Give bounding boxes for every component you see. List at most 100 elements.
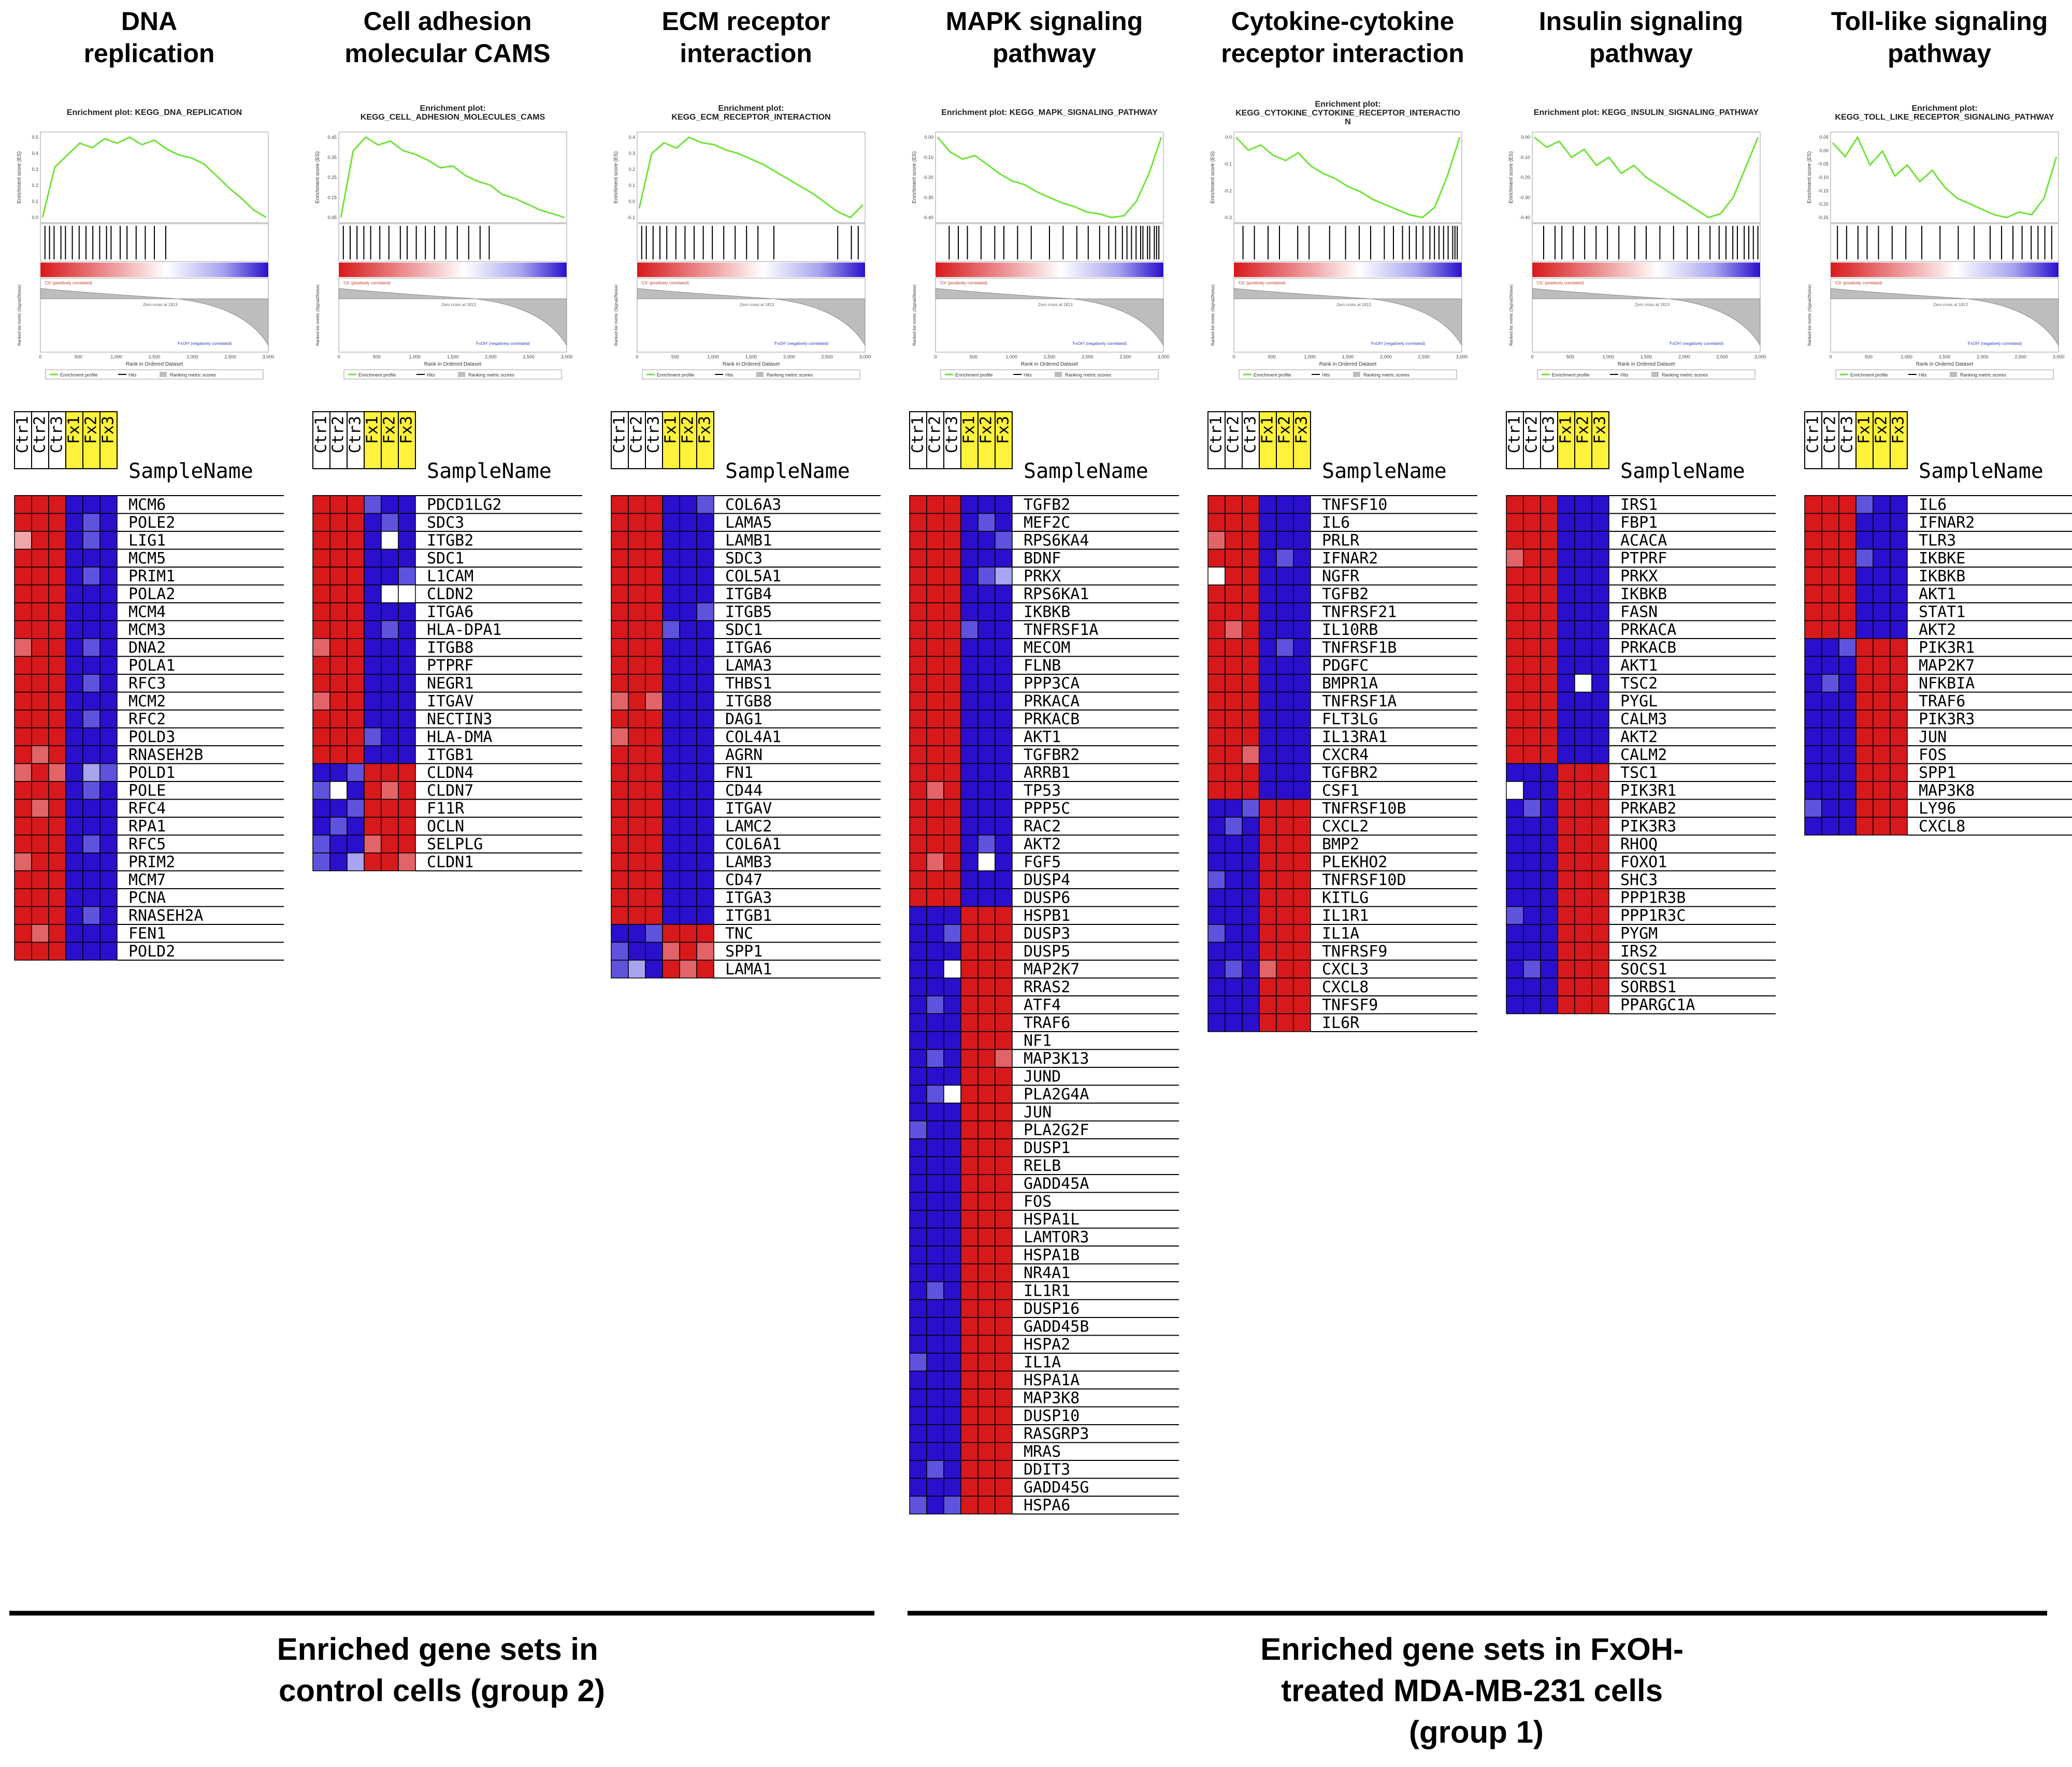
gene-label: MEF2C — [1024, 514, 1070, 532]
heatmap-cell — [1855, 727, 1874, 746]
heatmap-cell — [1821, 602, 1839, 621]
heatmap-cell — [977, 1353, 996, 1372]
heatmap-cell — [65, 906, 83, 925]
heatmap-cell — [1838, 709, 1857, 729]
heatmap-cell — [1242, 781, 1260, 800]
heatmap-cell — [696, 745, 714, 764]
heatmap-cell — [312, 567, 330, 586]
es-tick: 0.00 — [1521, 135, 1530, 140]
x-tick: 1,500 — [447, 354, 459, 359]
heatmap-cell — [679, 870, 697, 889]
heatmap-cell — [943, 1317, 961, 1336]
heatmap-cell — [1293, 674, 1311, 693]
gene-label: MAP3K13 — [1024, 1050, 1089, 1068]
heatmap-cell — [995, 960, 1013, 979]
heatmap-cell — [1804, 799, 1822, 818]
heatmap-cell — [926, 799, 944, 818]
heatmap-cell — [926, 1120, 944, 1139]
heatmap-cell — [364, 763, 382, 782]
heatmap-cell — [960, 906, 979, 925]
heatmap-cell — [364, 638, 382, 657]
heatmap-cell — [347, 584, 365, 603]
es-tick: -0.15 — [1818, 188, 1829, 193]
heatmap-cell — [977, 1442, 996, 1461]
pathway-title: MAPK signaling — [946, 7, 1143, 36]
heatmap-cell — [329, 799, 348, 818]
heatmap-cell — [329, 745, 348, 764]
heatmap-cell — [1293, 977, 1311, 996]
heatmap-cell — [1804, 727, 1822, 746]
heatmap-cell — [1259, 620, 1277, 639]
plot-title: Enrichment plot: — [420, 104, 485, 113]
heatmap-cell — [628, 674, 646, 693]
heatmap-cell — [1574, 602, 1592, 621]
heatmap-cell — [995, 977, 1013, 996]
ranked-metric-area — [1233, 288, 1462, 346]
heatmap: Ctr1Ctr2Ctr3Fx1Fx2Fx3SampleNameMCM6POLE2… — [14, 411, 284, 961]
heatmap-cell — [364, 531, 382, 550]
heatmap-cell — [1506, 852, 1524, 872]
heatmap-cell — [398, 495, 416, 514]
gene-label: MECOM — [1024, 639, 1070, 657]
heatmap-cell — [48, 584, 66, 603]
x-tick: 0 — [934, 354, 937, 359]
heatmap-cell — [977, 1478, 996, 1497]
heatmap-cell — [943, 548, 961, 568]
gene-label: HSPA6 — [1024, 1497, 1070, 1515]
gene-label: IKBKB — [1919, 568, 1965, 586]
heatmap-cell — [48, 495, 66, 514]
x-tick: 3,000 — [1158, 354, 1170, 359]
heatmap-cell — [679, 745, 697, 764]
heatmap-cell — [1276, 817, 1294, 836]
heatmap-cell — [1259, 960, 1277, 979]
heatmap-cell — [1890, 781, 1908, 800]
heatmap-cell — [943, 870, 961, 889]
heatmap-cell — [995, 1210, 1013, 1229]
heatmap-cell — [1276, 1013, 1294, 1032]
heatmap-cell — [1225, 745, 1243, 764]
heatmap-cell — [645, 495, 663, 514]
heatmap-cell — [960, 1031, 979, 1050]
x-tick: 0 — [39, 354, 41, 359]
heatmap-cell — [99, 548, 118, 568]
heatmap-cell — [995, 620, 1013, 639]
heatmap-cell — [347, 548, 365, 568]
heatmap-cell — [347, 513, 365, 532]
heatmap-cell — [1506, 781, 1524, 800]
heatmap-cell — [329, 781, 348, 800]
heatmap-cell — [1242, 531, 1260, 550]
heatmap-cell — [662, 870, 680, 889]
plot-legend — [1239, 369, 1457, 380]
heatmap-cell — [1557, 817, 1575, 836]
heatmap-cell — [1557, 870, 1575, 889]
heatmap-cell — [31, 763, 49, 782]
gene-label: ITGB1 — [725, 907, 772, 925]
heatmap-cell — [1276, 781, 1294, 800]
legend-metric-swatch — [1353, 372, 1360, 377]
heatmap-cell — [1804, 656, 1822, 675]
heatmap-cell — [611, 620, 629, 639]
heatmap-cell — [995, 1317, 1013, 1336]
heatmap-cell — [1242, 691, 1260, 711]
gene-label: RFC2 — [128, 711, 166, 729]
pathway-title: pathway — [1589, 39, 1693, 68]
heatmap-cell — [398, 852, 416, 872]
heatmap-cell — [611, 656, 629, 675]
heatmap-cell — [1855, 817, 1874, 836]
heatmap-cell — [926, 1496, 944, 1515]
heatmap-cell — [1523, 513, 1541, 532]
plot-title: Enrichment plot: — [1315, 100, 1380, 109]
heatmap-cell — [943, 638, 961, 657]
heatmap-cell — [679, 674, 697, 693]
heatmap-cell — [960, 567, 979, 586]
heatmap-cell — [1574, 727, 1592, 746]
es-tick: -0.10 — [1519, 155, 1530, 160]
rank-frame — [40, 278, 269, 353]
gene-label: ITGB8 — [725, 692, 772, 711]
heatmap-cell — [995, 1263, 1013, 1282]
es-tick: 0.0 — [32, 215, 38, 220]
heatmap-cell — [312, 620, 330, 639]
heatmap-cell — [65, 834, 83, 853]
heatmap-cell — [65, 763, 83, 782]
heatmap-cell — [645, 602, 663, 621]
